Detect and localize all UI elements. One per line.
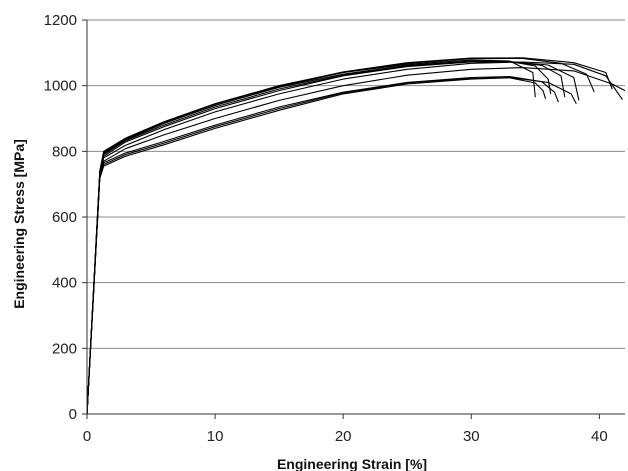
y-tick-label: 0 <box>69 406 77 423</box>
gridlines <box>87 19 625 349</box>
series-line <box>86 57 613 415</box>
y-tick-label: 400 <box>52 275 77 292</box>
y-tick-label: 600 <box>52 209 77 226</box>
x-tick-label: 40 <box>591 428 608 445</box>
y-tick-label: 200 <box>52 340 77 357</box>
x-tick-label: 20 <box>335 428 352 445</box>
stress-strain-curves <box>86 57 626 415</box>
x-tick-labels: 0 10 20 30 40 <box>83 428 608 445</box>
series-line <box>86 67 626 415</box>
x-axis-title: Engineering Strain [%] <box>277 456 427 471</box>
series-line <box>86 61 623 415</box>
series-line <box>86 59 536 415</box>
series-line <box>86 57 595 415</box>
y-tick-label: 800 <box>52 143 77 160</box>
y-tick-label: 1200 <box>44 12 77 29</box>
series-line <box>86 77 547 415</box>
axes <box>82 19 625 419</box>
y-tick-label: 1000 <box>44 78 77 95</box>
y-axis-title: Engineering Stress [MPa] <box>11 139 27 309</box>
x-tick-label: 0 <box>83 428 91 445</box>
x-tick-label: 30 <box>463 428 480 445</box>
series-line <box>86 60 552 415</box>
series-line <box>86 61 566 415</box>
series-line <box>86 61 580 415</box>
series-line <box>86 76 577 415</box>
y-tick-labels: 0 200 400 600 800 1000 1200 <box>44 12 77 423</box>
x-tick-label: 10 <box>207 428 224 445</box>
